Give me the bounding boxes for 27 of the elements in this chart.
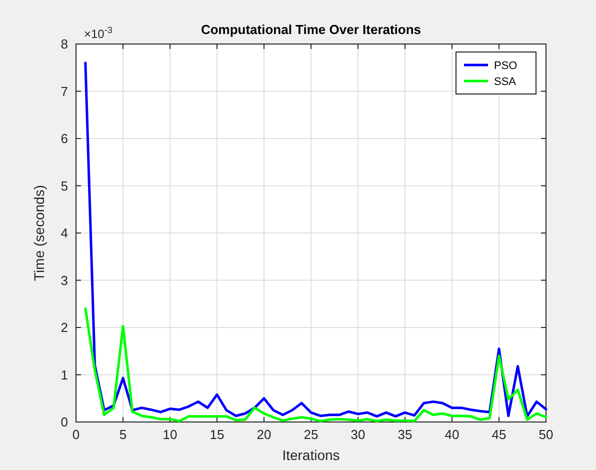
legend-label: PSO xyxy=(494,60,518,72)
y-tick-label: 5 xyxy=(60,178,68,194)
x-tick-label: 10 xyxy=(162,427,178,442)
y-tick-label: 2 xyxy=(60,320,68,336)
y-tick-label: 8 xyxy=(60,36,68,52)
x-tick-label: 25 xyxy=(304,427,318,442)
x-tick-label: 15 xyxy=(210,427,224,442)
y-tick-label: 4 xyxy=(60,226,68,241)
y-axis-title: Time (seconds) xyxy=(31,185,47,281)
legend-label: SSA xyxy=(494,76,517,88)
x-axis-title: Iterations xyxy=(282,447,340,463)
x-tick-label: 5 xyxy=(119,427,127,442)
y-tick-label: 1 xyxy=(60,367,68,382)
x-tick-label: 30 xyxy=(350,427,366,442)
text: ×10$^{-3}$ xyxy=(84,25,112,41)
x-tick-label: 20 xyxy=(256,427,272,442)
x-tick-label: 0 xyxy=(72,427,80,442)
y-tick-label: 3 xyxy=(60,272,68,288)
y-tick-label: 6 xyxy=(60,131,68,146)
x-tick-label: 50 xyxy=(538,427,554,442)
y-tick-label: 0 xyxy=(60,414,68,430)
chart-title: Computational Time Over Iterations xyxy=(200,22,422,37)
x-tick-label: 40 xyxy=(444,427,460,442)
x-tick-label: 35 xyxy=(398,427,412,442)
x-tick-label: 45 xyxy=(492,427,506,442)
y-tick-label: 7 xyxy=(60,84,68,99)
line-series xyxy=(84,307,548,422)
